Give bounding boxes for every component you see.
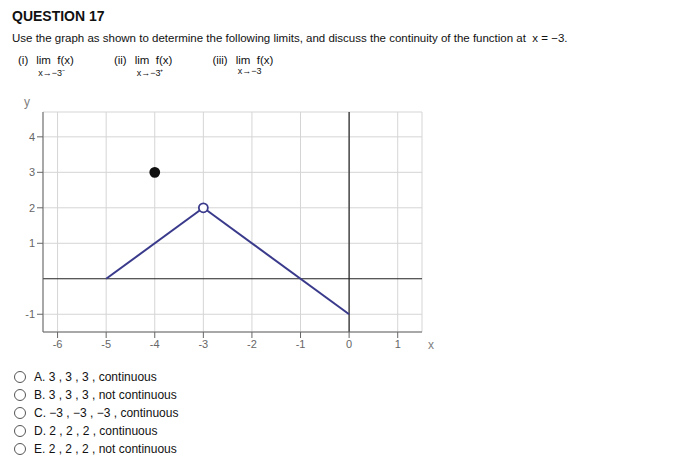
html-text:B. 3 , 3 , 3 , not continuous: B. 3 , 3 , 3 , not continuous	[34, 388, 177, 402]
svg-text:-1: -1	[25, 308, 35, 320]
svg-text:-3: -3	[198, 338, 208, 350]
html-text:D. 2 , 2 , 2 , continuous: D. 2 , 2 , 2 , continuous	[34, 424, 158, 438]
html-text:lim f(x): lim f(x)	[36, 54, 74, 66]
html-text:Use the graph as shown to dete: Use the graph as shown to determine the …	[12, 32, 568, 44]
svg-text:-2: -2	[247, 338, 257, 350]
svg-text:1: 1	[395, 338, 401, 350]
svg-text:y: y	[24, 95, 30, 109]
html-text:E. 2 , 2 , 2 , not continuous: E. 2 , 2 , 2 , not continuous	[34, 442, 177, 456]
svg-text:3: 3	[29, 166, 35, 178]
html-text:lim f(x): lim f(x)	[134, 54, 173, 66]
html-text:(iii): (iii)	[212, 54, 228, 66]
svg-text:-5: -5	[101, 338, 111, 350]
svg-text:0: 0	[346, 338, 352, 350]
html-text:QUESTION 17: QUESTION 17	[12, 8, 105, 24]
html-text:A. 3 , 3 , 3 , continuous: A. 3 , 3 , 3 , continuous	[34, 370, 157, 384]
svg-text:-1: -1	[296, 338, 306, 350]
svg-text:2: 2	[29, 202, 35, 214]
svg-text:4: 4	[29, 131, 35, 143]
html-text:x→−3⁺: x→−3⁺	[136, 68, 164, 78]
svg-text:-6: -6	[53, 338, 63, 350]
html-text:x→−3⁻: x→−3⁻	[38, 68, 65, 78]
html-text:x→−3: x→−3	[237, 66, 262, 76]
html-text:C. −3 , −3 , −3 , continuous: C. −3 , −3 , −3 , continuous	[34, 406, 179, 420]
html-text:(i): (i)	[18, 54, 29, 66]
svg-text:1: 1	[29, 237, 35, 249]
html-text:lim f(x): lim f(x)	[235, 54, 274, 66]
html-text:(ii): (ii)	[113, 54, 127, 66]
svg-text:x: x	[428, 338, 434, 352]
svg-text:-4: -4	[150, 338, 160, 350]
